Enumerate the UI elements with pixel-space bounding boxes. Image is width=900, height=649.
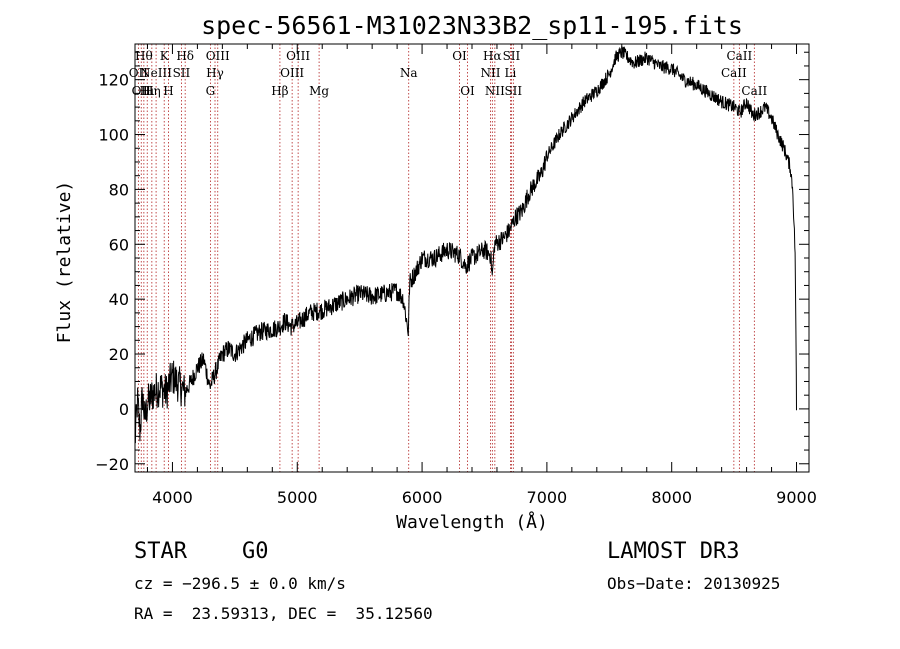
line-label: NII <box>485 84 505 98</box>
obs-date: Obs−Date: 20130925 <box>607 574 781 593</box>
line-label: OIII <box>280 66 304 80</box>
y-axis-label: Flux (relative) <box>54 181 75 344</box>
x-axis-label: Wavelength (Å) <box>396 511 548 533</box>
y-tick-label: 80 <box>109 180 129 199</box>
x-tick-label: 4000 <box>152 488 193 507</box>
emission-line-markers <box>137 44 755 472</box>
redshift-readout: cz = −296.5 ± 0.0 km/s <box>134 574 346 593</box>
y-tick-label: 60 <box>109 235 129 254</box>
line-label: G <box>206 84 216 98</box>
survey-name: LAMOST DR3 <box>607 539 740 564</box>
coordinates: RA = 23.59313, DEC = 35.12560 <box>134 604 433 623</box>
line-label: OII <box>129 66 149 80</box>
line-label: Hγ <box>206 66 224 80</box>
line-label: Hι <box>140 84 155 98</box>
line-label: OIII <box>286 49 310 63</box>
line-label: OII <box>132 84 152 98</box>
line-label: Hη <box>143 84 161 98</box>
line-label: CaII <box>721 66 747 80</box>
line-label: OI <box>460 84 475 98</box>
line-label: CaII <box>726 49 752 63</box>
line-label: SII <box>504 84 522 98</box>
line-label: NeIII <box>140 66 172 80</box>
line-label: NII <box>480 66 500 80</box>
y-tick-label: −20 <box>95 455 129 474</box>
plot-frame <box>134 43 810 473</box>
y-tick-label: 0 <box>119 400 129 419</box>
object-class: STAR <box>134 539 187 564</box>
line-label: Hβ <box>271 84 288 98</box>
line-label: Hα <box>483 49 502 63</box>
x-tick-label: 6000 <box>402 488 443 507</box>
object-subclass: G0 <box>242 539 269 564</box>
chart-title: spec-56561-M31023N33B2_sp11-195.fits <box>201 11 743 40</box>
line-label: OI <box>452 49 467 63</box>
emission-line-labels: OIIOIIHθHιHηNeIIIKHSIIHδGHγOIIIHβOIIIOII… <box>129 49 768 98</box>
x-tick-label: 9000 <box>776 488 817 507</box>
line-label: Mg <box>309 84 329 98</box>
flux-series-line <box>134 45 797 444</box>
line-label: Na <box>400 66 418 80</box>
line-label: K <box>160 49 170 63</box>
line-label: SII <box>173 66 191 80</box>
line-label: Li <box>505 66 517 80</box>
axis-ticks: 4000 5000 6000 7000 8000 9000 −20 0 20 40 60 80 100 1… <box>95 44 817 507</box>
line-label: Hδ <box>176 49 194 63</box>
y-tick-label: 20 <box>109 345 129 364</box>
line-label: H <box>163 84 173 98</box>
x-tick-label: 8000 <box>651 488 692 507</box>
y-tick-label: 120 <box>98 71 129 90</box>
x-tick-label: 7000 <box>527 488 568 507</box>
line-label: OIII <box>206 49 230 63</box>
y-tick-label: 100 <box>98 126 129 145</box>
y-tick-label: 40 <box>109 290 129 309</box>
x-tick-label: 5000 <box>277 488 318 507</box>
line-label: SII <box>503 49 521 63</box>
line-label: Hθ <box>135 49 153 63</box>
line-label: CaII <box>741 84 767 98</box>
